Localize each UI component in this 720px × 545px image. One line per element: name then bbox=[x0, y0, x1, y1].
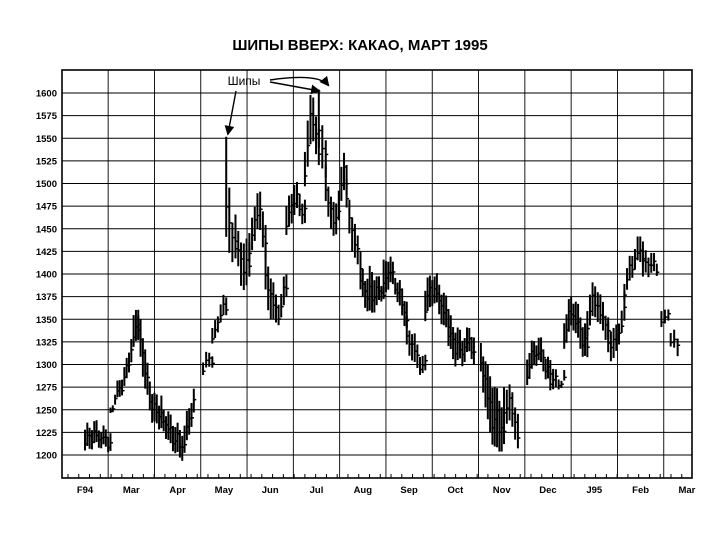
y-tick-label: 1400 bbox=[36, 270, 57, 281]
y-tick-label: 1350 bbox=[36, 315, 57, 326]
x-axis-labels: F94 Mar Apr May Jun Jul Aug Sep Oct Nov Dec J95 Feb M… bbox=[67, 474, 696, 496]
x-tick-label: F94 bbox=[77, 485, 94, 496]
chart-title: ШИПЫ ВВЕРХ: КАКАО, МАРТ 1995 bbox=[232, 37, 487, 54]
y-tick-label: 1325 bbox=[36, 337, 58, 348]
y-tick-label: 1500 bbox=[36, 179, 57, 190]
y-tick-label: 1250 bbox=[36, 405, 57, 416]
x-tick-label: Dec bbox=[539, 485, 556, 496]
y-tick-label: 1600 bbox=[36, 89, 57, 100]
annotation-arrow bbox=[269, 75, 330, 87]
x-tick-label: Jun bbox=[262, 485, 279, 496]
annotation-arrow bbox=[269, 81, 321, 95]
y-tick-label: 1275 bbox=[36, 383, 58, 394]
y-tick-label: 1525 bbox=[36, 156, 58, 167]
y-tick-label: 1425 bbox=[36, 247, 58, 258]
x-tick-label: May bbox=[215, 485, 234, 496]
x-tick-label: Feb bbox=[632, 485, 649, 496]
y-tick-label: 1225 bbox=[36, 428, 58, 439]
y-tick-label: 1300 bbox=[36, 360, 57, 371]
annotation-arrow bbox=[224, 90, 237, 136]
y-tick-label: 1375 bbox=[36, 292, 58, 303]
x-tick-label: Mar bbox=[123, 485, 140, 496]
y-tick-label: 1575 bbox=[36, 111, 58, 122]
x-tick-label: Aug bbox=[354, 485, 373, 496]
x-tick-label: J95 bbox=[586, 485, 603, 496]
y-tick-label: 1450 bbox=[36, 224, 57, 235]
x-tick-label: Apr bbox=[169, 485, 186, 496]
y-tick-label: 1550 bbox=[36, 134, 57, 145]
annotation-label: Шипы bbox=[228, 74, 261, 88]
x-tick-label: Mar bbox=[678, 485, 695, 496]
y-tick-label: 1200 bbox=[36, 451, 57, 462]
y-tick-label: 1475 bbox=[36, 202, 58, 213]
x-tick-label: Nov bbox=[493, 485, 512, 496]
x-tick-label: Jul bbox=[310, 485, 324, 496]
annotation: Шипы bbox=[224, 74, 330, 136]
y-axis-labels: 1600 1575 1550 1525 1500 1475 1450 1425 1400 1375… bbox=[36, 89, 58, 462]
plot-frame bbox=[61, 69, 693, 479]
price-bars bbox=[84, 89, 681, 461]
grid bbox=[62, 70, 692, 478]
x-tick-label: Oct bbox=[447, 485, 464, 496]
x-tick-label: Sep bbox=[400, 485, 418, 496]
